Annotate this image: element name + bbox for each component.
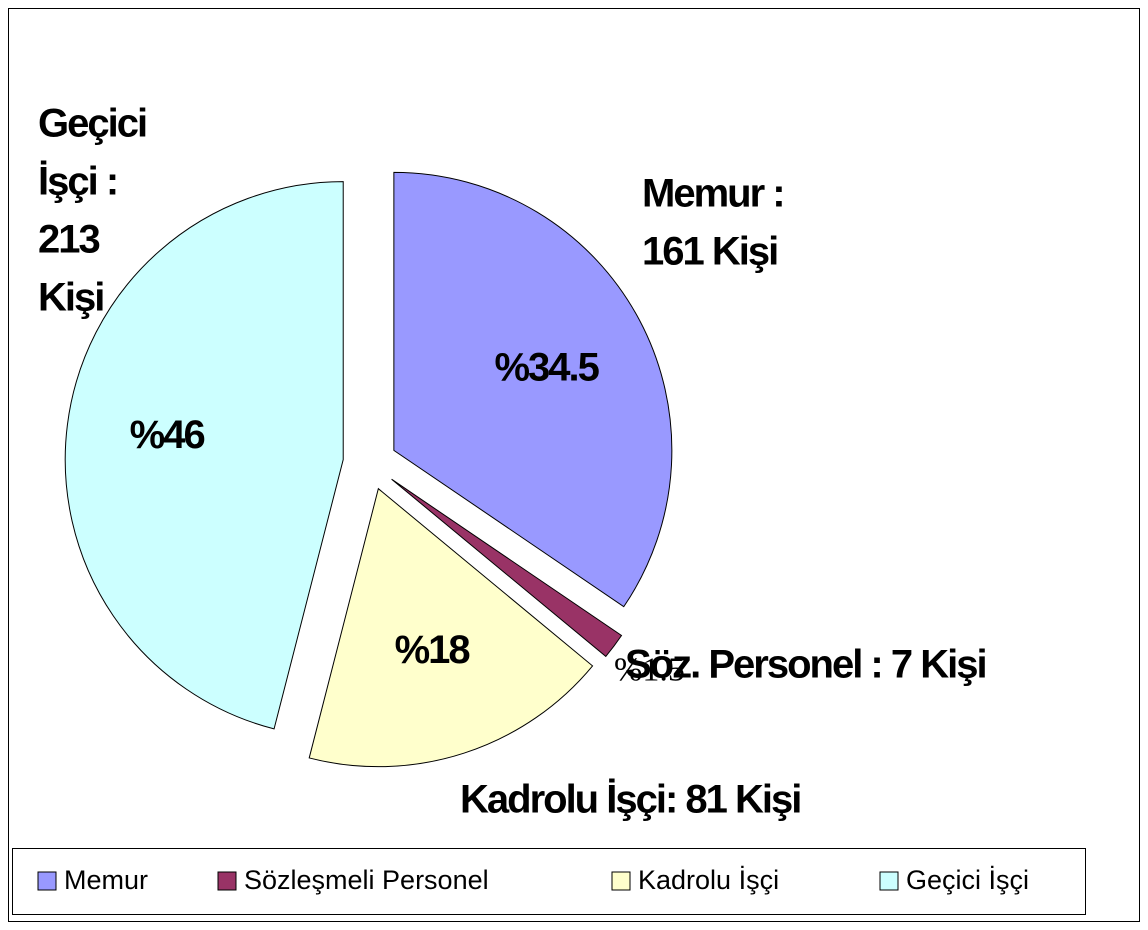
- slice-annotation: Kişi: [38, 276, 103, 320]
- legend-swatch: [217, 871, 237, 891]
- pie-slice: [64, 181, 344, 730]
- slice-annotation: 213: [38, 218, 99, 262]
- legend-swatch: [879, 871, 899, 891]
- pie-slice: [308, 487, 594, 768]
- slice-label: %18: [395, 628, 471, 672]
- legend-box: [12, 848, 1086, 915]
- legend-swatch: [611, 871, 631, 891]
- legend-label: Geçici İşçi: [906, 864, 1029, 895]
- slice-label: %1.5: [614, 652, 685, 689]
- slice-annotation: Söz. Personel : 7 Kişi: [625, 643, 986, 687]
- legend-label: Sözleşmeli Personel: [244, 865, 489, 895]
- legend-swatch: [37, 871, 57, 891]
- slice-annotation: Memur :: [642, 172, 784, 216]
- slice-annotation: Geçici: [38, 102, 146, 146]
- slice-label: %34.5: [494, 345, 599, 389]
- pie-slice: [393, 171, 673, 608]
- slice-annotation: 161 Kişi: [642, 230, 777, 274]
- legend-label: Memur: [64, 865, 148, 895]
- legend-label: Kadrolu İşçi: [638, 864, 779, 895]
- slice-label: %46: [130, 413, 205, 457]
- slice-annotation: Kadrolu İşçi: 81 Kişi: [460, 778, 800, 822]
- slice-annotation: İşçi :: [38, 160, 117, 204]
- pie-slice: [391, 478, 623, 658]
